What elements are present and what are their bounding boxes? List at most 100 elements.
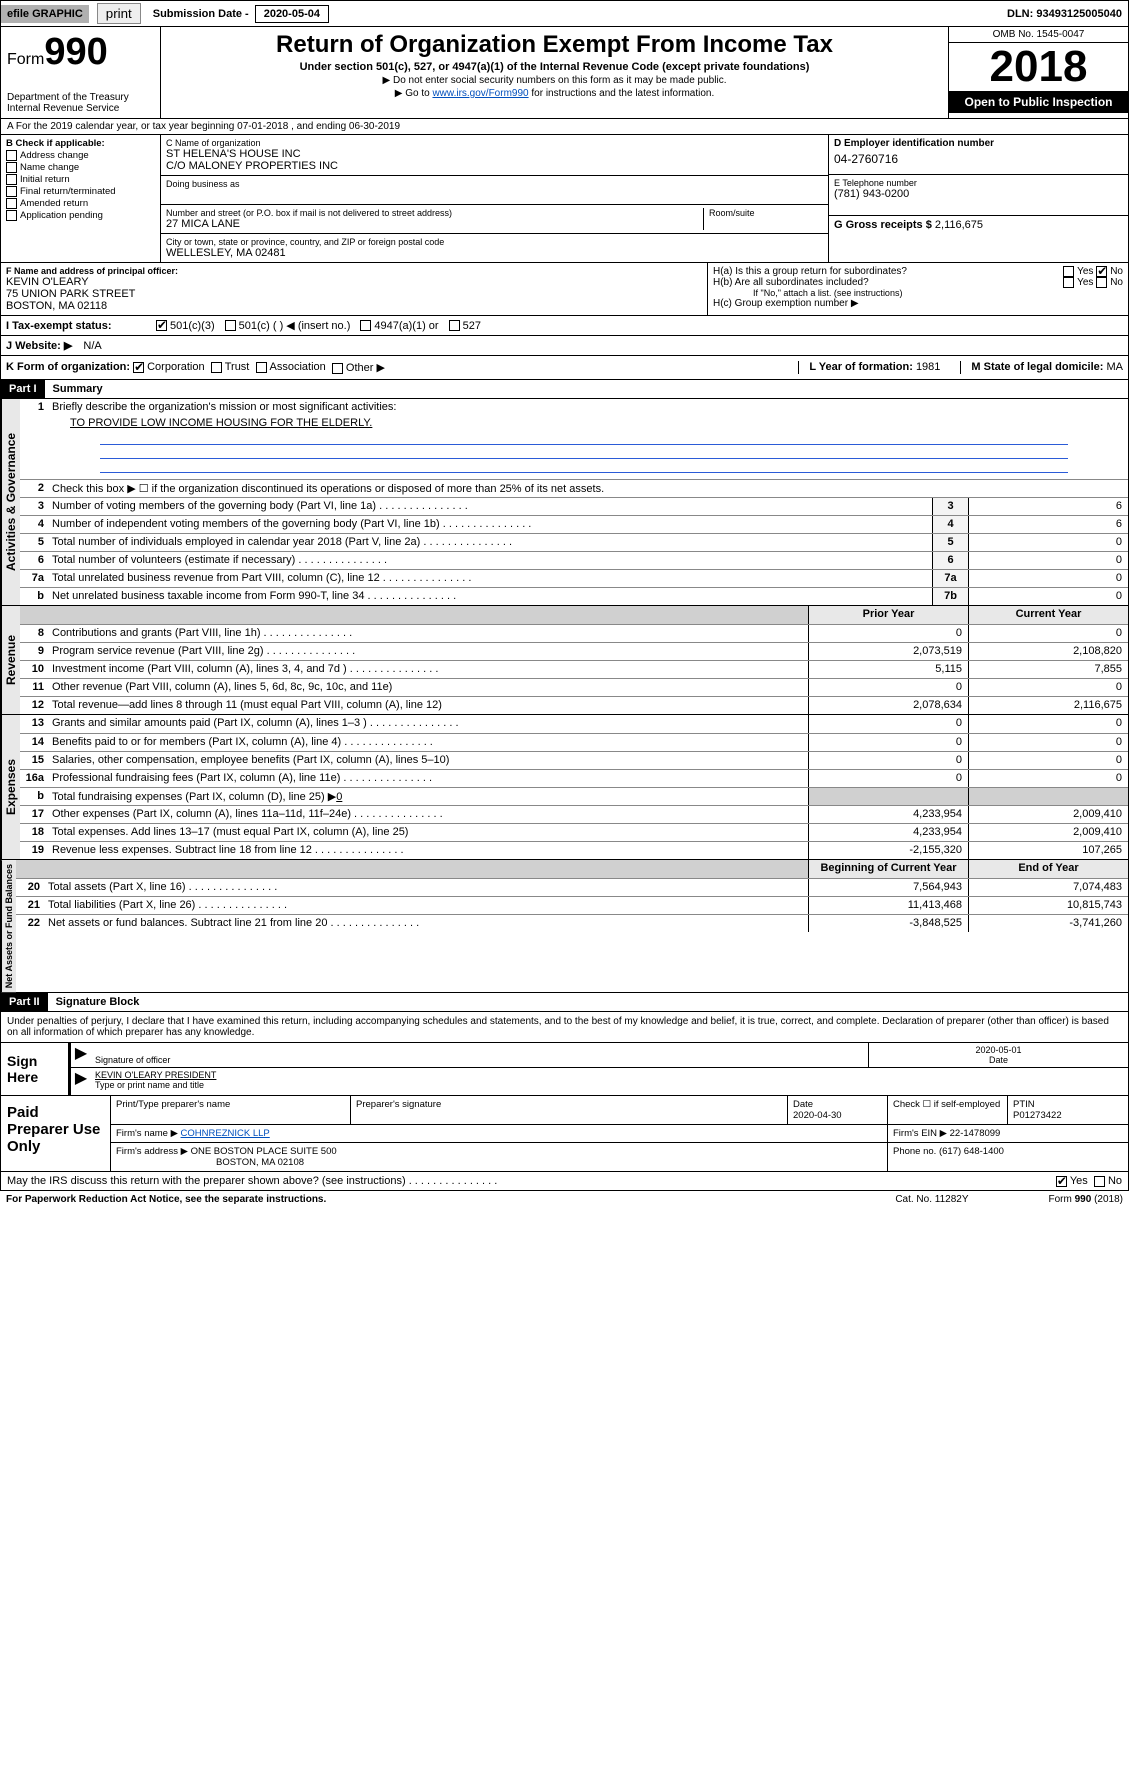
c13: 0 [968,715,1128,733]
chk-4947[interactable]: 4947(a)(1) or [360,320,438,332]
chk-initial-return[interactable]: Initial return [6,174,155,185]
chk-final-return[interactable]: Final return/terminated [6,186,155,197]
ptin: PTINP01273422 [1008,1096,1128,1124]
ha-no: No [1110,266,1123,277]
ein-value: 04-2760716 [829,152,1128,174]
c20: 7,074,483 [968,879,1128,896]
c16a: 0 [968,770,1128,787]
col-h: H(a) Is this a group return for subordin… [708,263,1128,315]
c15: 0 [968,752,1128,769]
prep-date: Date2020-04-30 [788,1096,888,1124]
dba-block: Doing business as [161,176,828,205]
chk-application-pending[interactable]: Application pending [6,210,155,221]
part-i-title: Summary [45,380,1128,398]
ein-label: D Employer identification number [829,135,1128,152]
chk-name-change[interactable]: Name change [6,162,155,173]
line-22: Net assets or fund balances. Subtract li… [44,915,808,932]
p21: 11,413,468 [808,897,968,914]
p18: 4,233,954 [808,824,968,841]
chk-address-change[interactable]: Address change [6,150,155,161]
c16b-shade [968,788,1128,805]
line-15: Salaries, other compensation, employee b… [48,752,808,769]
org-name-label: C Name of organization [166,138,823,148]
p17: 4,233,954 [808,806,968,823]
c12: 2,116,675 [968,697,1128,714]
chk-other[interactable]: Other ▶ [332,361,385,374]
subtitle-2: ▶ Do not enter social security numbers o… [167,75,942,86]
c11: 0 [968,679,1128,696]
submission-date-value: 2020-05-04 [255,5,329,23]
print-button[interactable]: print [97,3,141,24]
line-6: Total number of volunteers (estimate if … [48,552,932,569]
c18: 2,009,410 [968,824,1128,841]
line-17: Other expenses (Part IX, column (A), lin… [48,806,808,823]
hb-label: H(b) Are all subordinates included? [713,277,1063,288]
name-arrow-icon: ▶ [71,1068,91,1092]
col-d: D Employer identification number 04-2760… [828,135,1128,262]
c9: 2,108,820 [968,643,1128,660]
subtitle-3: ▶ Go to www.irs.gov/Form990 for instruct… [167,88,942,99]
val-6: 0 [968,552,1128,569]
room-block: Room/suite [703,208,823,230]
chk-527[interactable]: 527 [449,320,481,332]
form-prefix: Form [7,51,44,68]
org-name-block: C Name of organization ST HELENA'S HOUSE… [161,135,828,176]
part-ii-title: Signature Block [48,993,1128,1011]
header-left: Form990 Department of the Treasury Inter… [1,27,161,118]
mission-text: TO PROVIDE LOW INCOME HOUSING FOR THE EL… [70,417,1098,429]
sign-here-row: Sign Here ▶ Signature of officer 2020-05… [1,1043,1128,1095]
open-public-badge: Open to Public Inspection [949,91,1128,113]
part-ii-header: Part II Signature Block [0,993,1129,1012]
chk-amended-return[interactable]: Amended return [6,198,155,209]
vlabel-revenue: Revenue [1,606,20,714]
org-name-1: ST HELENA'S HOUSE INC [166,148,823,160]
sub3-pre: ▶ Go to [395,88,433,99]
p12: 2,078,634 [808,697,968,714]
col-c: C Name of organization ST HELENA'S HOUSE… [161,135,1128,262]
gross-block: G Gross receipts $ 2,116,675 [829,215,1128,234]
firm-name: Firm's name ▶ COHNREZNICK LLP [111,1125,888,1142]
instructions-link[interactable]: www.irs.gov/Form990 [432,88,528,99]
line-7a: Total unrelated business revenue from Pa… [48,570,932,587]
part-i-badge: Part I [1,380,45,398]
chk-corp[interactable]: Corporation [133,361,204,374]
vlabel-expenses: Expenses [1,715,20,859]
val-16b: 0 [336,791,342,803]
preparer-sig-hdr: Preparer's signature [351,1096,788,1124]
gross-value: 2,116,675 [935,219,983,231]
chk-assoc[interactable]: Association [256,361,326,374]
line-19: Revenue less expenses. Subtract line 18 … [48,842,808,859]
line-11: Other revenue (Part VIII, column (A), li… [48,679,808,696]
p16b-shade [808,788,968,805]
p19: -2,155,320 [808,842,968,859]
section-revenue: Revenue Prior YearCurrent Year 8Contribu… [1,606,1128,715]
header-right: OMB No. 1545-0047 2018 Open to Public In… [948,27,1128,118]
hc-label: H(c) Group exemption number ▶ [713,298,1123,309]
officer-name-field: KEVIN O'LEARY PRESIDENTType or print nam… [91,1068,1128,1092]
col-b-title: B Check if applicable: [6,138,155,149]
footer: For Paperwork Reduction Act Notice, see … [0,1191,1129,1208]
form-990-number: 990 [44,31,107,73]
dba-label: Doing business as [166,179,823,189]
website-label: J Website: ▶ [6,340,72,352]
dept-label: Department of the Treasury Internal Reve… [7,92,154,114]
vlabel-governance: Activities & Governance [1,399,20,605]
street-value: 27 MICA LANE [166,218,703,230]
c10: 7,855 [968,661,1128,678]
sign-date: 2020-05-01Date [868,1043,1128,1067]
p9: 2,073,519 [808,643,968,660]
officer-name: KEVIN O'LEARY [6,276,702,288]
chk-trust[interactable]: Trust [211,361,250,374]
dln: DLN: 93493125005040 [1001,5,1128,23]
val-7a: 0 [968,570,1128,587]
val-5: 0 [968,534,1128,551]
discuss-yes[interactable]: Yes [1056,1175,1088,1187]
chk-501c3[interactable]: 501(c)(3) [156,320,215,332]
submission-date-label: Submission Date - [153,8,249,20]
discuss-no[interactable]: No [1094,1175,1122,1187]
line-12: Total revenue—add lines 8 through 11 (mu… [48,697,808,714]
section-governance: Activities & Governance 1Briefly describ… [1,399,1128,606]
chk-501c[interactable]: 501(c) ( ) ◀ (insert no.) [225,319,351,332]
ha-label: H(a) Is this a group return for subordin… [713,266,1063,277]
street-label: Number and street (or P.O. box if mail i… [166,208,703,218]
